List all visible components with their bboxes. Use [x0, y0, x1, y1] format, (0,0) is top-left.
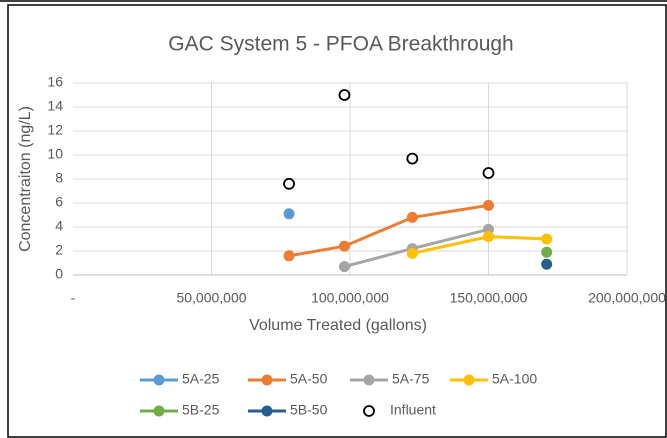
data-point — [482, 167, 495, 179]
legend-label: 5A-75 — [392, 371, 430, 387]
data-point — [406, 247, 418, 259]
x-tick-label: 200,000,000 — [588, 290, 666, 306]
legend-marker — [261, 405, 273, 417]
data-point — [483, 199, 494, 211]
y-axis-label: Concentraiton (ng/L) — [17, 106, 34, 252]
data-point — [338, 240, 350, 252]
data-point — [338, 89, 351, 101]
data-point — [283, 208, 295, 220]
y-tick-label: 16 — [47, 74, 63, 90]
data-point — [483, 231, 494, 243]
y-tick-label: 12 — [47, 122, 63, 138]
legend-label: 5B-25 — [182, 402, 220, 418]
y-tick-label: 2 — [55, 242, 63, 258]
data-point — [541, 246, 553, 258]
x-tick-label: - — [71, 290, 76, 306]
data-point — [283, 177, 295, 190]
y-tick-label: 10 — [47, 146, 63, 162]
legend-marker — [153, 405, 165, 417]
legend-label: 5A-50 — [290, 371, 328, 387]
data-point — [406, 211, 418, 223]
legend-label: 5A-25 — [182, 371, 220, 387]
data-point — [541, 233, 553, 245]
legend-marker — [463, 374, 475, 386]
y-tick-label: 4 — [55, 218, 63, 234]
legend-marker — [261, 374, 273, 386]
x-tick-label: 150,000,000 — [450, 290, 528, 306]
x-tick-label: 100,000,000 — [311, 290, 389, 306]
legend-marker — [363, 374, 375, 386]
legend-label: 5B-50 — [290, 402, 328, 418]
x-tick-label: 50,000,000 — [176, 290, 246, 306]
y-tick-label: 8 — [55, 170, 63, 186]
legend-label: Influent — [390, 402, 436, 418]
data-point — [283, 250, 295, 262]
data-point — [406, 152, 419, 165]
data-point — [338, 261, 350, 273]
frame — [7, 4, 667, 438]
y-tick-label: 6 — [55, 194, 63, 210]
data-point — [541, 258, 553, 270]
y-tick-label: 0 — [55, 266, 63, 282]
y-tick-label: 14 — [47, 98, 63, 114]
chart-title: GAC System 5 - PFOA Breakthrough — [168, 33, 513, 56]
legend-label: 5A-100 — [492, 371, 537, 387]
series-line — [288, 203, 489, 258]
x-axis-label: Volume Treated (gallons) — [249, 317, 427, 334]
legend-marker — [153, 374, 165, 386]
legend-marker — [363, 405, 375, 417]
